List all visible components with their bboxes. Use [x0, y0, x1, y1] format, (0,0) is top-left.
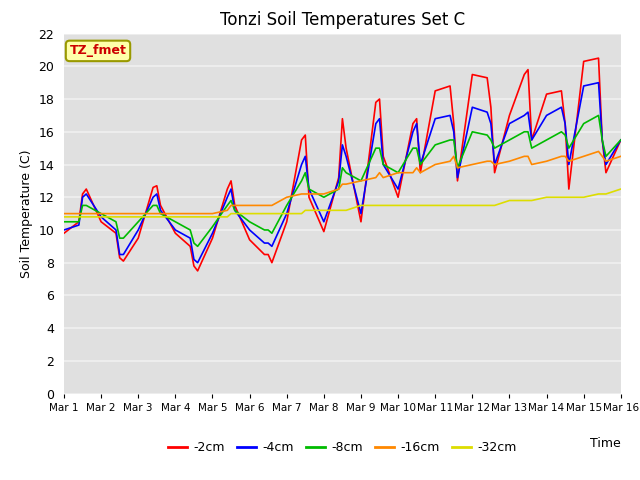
Text: TZ_fmet: TZ_fmet	[70, 44, 127, 58]
Title: Tonzi Soil Temperatures Set C: Tonzi Soil Temperatures Set C	[220, 11, 465, 29]
Text: Time: Time	[590, 437, 621, 450]
Legend: -2cm, -4cm, -8cm, -16cm, -32cm: -2cm, -4cm, -8cm, -16cm, -32cm	[163, 436, 522, 459]
Y-axis label: Soil Temperature (C): Soil Temperature (C)	[20, 149, 33, 278]
